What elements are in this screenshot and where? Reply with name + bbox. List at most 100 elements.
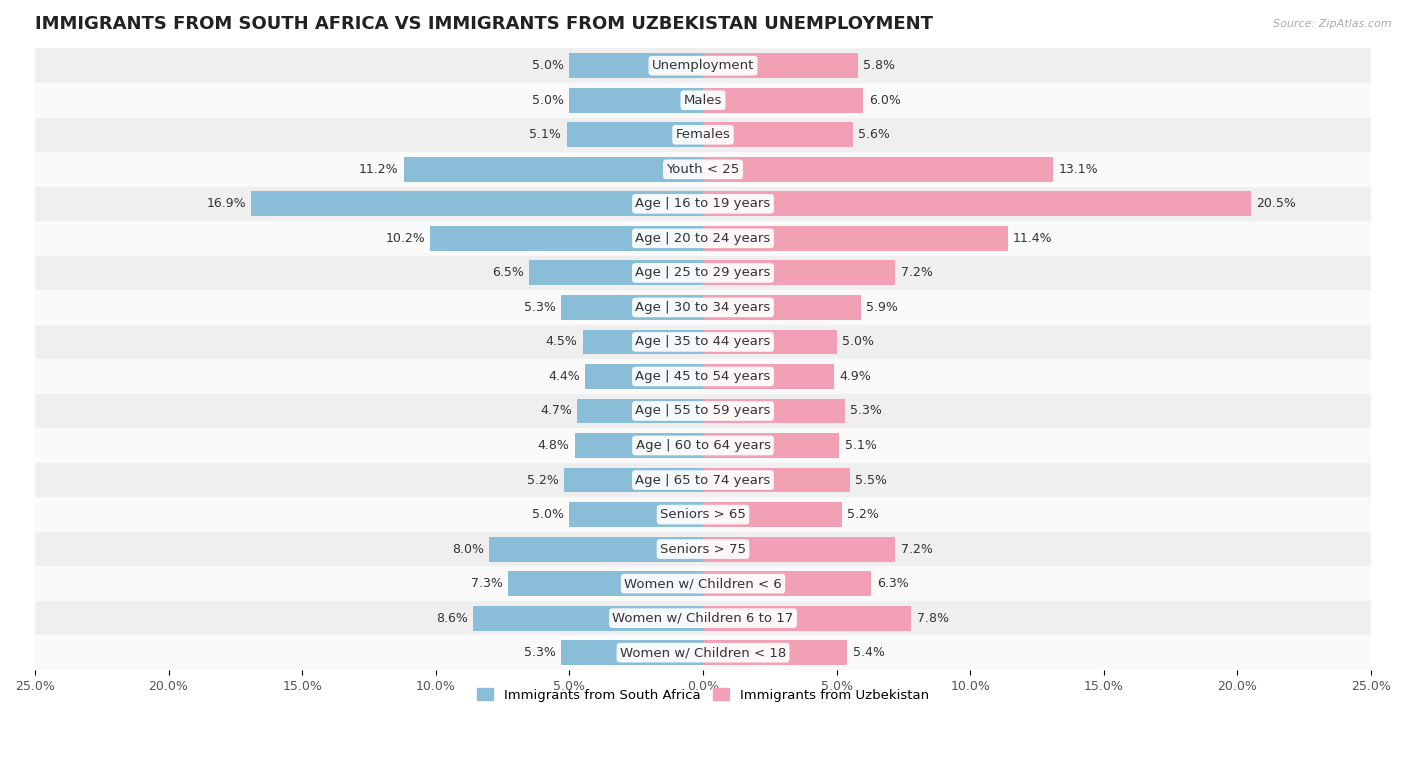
Bar — [703, 398, 845, 423]
Text: 20.5%: 20.5% — [1256, 198, 1296, 210]
Text: 4.5%: 4.5% — [546, 335, 578, 348]
Text: 4.7%: 4.7% — [540, 404, 572, 418]
Bar — [35, 48, 1371, 83]
Bar — [569, 88, 703, 113]
Bar — [35, 635, 1371, 670]
Bar — [35, 325, 1371, 359]
Bar — [252, 192, 703, 217]
Text: Women w/ Children < 18: Women w/ Children < 18 — [620, 646, 786, 659]
Bar — [703, 433, 839, 458]
Bar — [529, 260, 703, 285]
Text: 11.2%: 11.2% — [359, 163, 398, 176]
Text: Age | 25 to 29 years: Age | 25 to 29 years — [636, 266, 770, 279]
Text: Age | 60 to 64 years: Age | 60 to 64 years — [636, 439, 770, 452]
Bar — [703, 468, 851, 493]
Text: 5.5%: 5.5% — [855, 474, 887, 487]
Bar — [35, 290, 1371, 325]
Text: 5.8%: 5.8% — [863, 59, 896, 72]
Text: 7.2%: 7.2% — [901, 266, 932, 279]
Text: Age | 65 to 74 years: Age | 65 to 74 years — [636, 474, 770, 487]
Bar — [564, 468, 703, 493]
Bar — [489, 537, 703, 562]
Text: 7.2%: 7.2% — [901, 543, 932, 556]
Bar — [561, 640, 703, 665]
Text: Age | 55 to 59 years: Age | 55 to 59 years — [636, 404, 770, 418]
Bar — [430, 226, 703, 251]
Bar — [35, 152, 1371, 186]
Bar — [508, 572, 703, 596]
Text: 8.0%: 8.0% — [451, 543, 484, 556]
Bar — [703, 572, 872, 596]
Text: Age | 45 to 54 years: Age | 45 to 54 years — [636, 370, 770, 383]
Bar — [35, 601, 1371, 635]
Bar — [567, 123, 703, 147]
Text: 5.4%: 5.4% — [852, 646, 884, 659]
Text: 13.1%: 13.1% — [1059, 163, 1098, 176]
Text: 4.4%: 4.4% — [548, 370, 581, 383]
Bar — [703, 502, 842, 527]
Bar — [35, 394, 1371, 428]
Bar — [35, 566, 1371, 601]
Text: Age | 35 to 44 years: Age | 35 to 44 years — [636, 335, 770, 348]
Text: 6.3%: 6.3% — [877, 577, 908, 590]
Text: 11.4%: 11.4% — [1012, 232, 1053, 245]
Text: Youth < 25: Youth < 25 — [666, 163, 740, 176]
Bar — [35, 463, 1371, 497]
Text: 5.0%: 5.0% — [531, 508, 564, 521]
Text: 5.3%: 5.3% — [851, 404, 882, 418]
Text: Age | 30 to 34 years: Age | 30 to 34 years — [636, 301, 770, 314]
Bar — [703, 123, 852, 147]
Bar — [585, 364, 703, 389]
Bar — [703, 537, 896, 562]
Text: 5.0%: 5.0% — [531, 59, 564, 72]
Text: Source: ZipAtlas.com: Source: ZipAtlas.com — [1274, 19, 1392, 29]
Bar — [561, 295, 703, 320]
Text: 5.3%: 5.3% — [524, 301, 555, 314]
Bar — [703, 640, 848, 665]
Bar — [703, 606, 911, 631]
Bar — [703, 226, 1008, 251]
Text: IMMIGRANTS FROM SOUTH AFRICA VS IMMIGRANTS FROM UZBEKISTAN UNEMPLOYMENT: IMMIGRANTS FROM SOUTH AFRICA VS IMMIGRAN… — [35, 15, 934, 33]
Bar — [404, 157, 703, 182]
Bar — [703, 192, 1251, 217]
Text: Age | 16 to 19 years: Age | 16 to 19 years — [636, 198, 770, 210]
Text: Females: Females — [675, 128, 731, 142]
Text: 5.2%: 5.2% — [527, 474, 558, 487]
Bar — [35, 359, 1371, 394]
Text: Seniors > 75: Seniors > 75 — [659, 543, 747, 556]
Bar — [703, 329, 837, 354]
Text: Women w/ Children < 6: Women w/ Children < 6 — [624, 577, 782, 590]
Bar — [35, 532, 1371, 566]
Bar — [575, 433, 703, 458]
Text: 5.2%: 5.2% — [848, 508, 879, 521]
Text: 6.5%: 6.5% — [492, 266, 524, 279]
Bar — [569, 53, 703, 78]
Text: 5.0%: 5.0% — [531, 94, 564, 107]
Bar — [703, 88, 863, 113]
Bar — [703, 364, 834, 389]
Bar — [569, 502, 703, 527]
Bar — [35, 186, 1371, 221]
Bar — [582, 329, 703, 354]
Text: Women w/ Children 6 to 17: Women w/ Children 6 to 17 — [613, 612, 793, 625]
Legend: Immigrants from South Africa, Immigrants from Uzbekistan: Immigrants from South Africa, Immigrants… — [472, 683, 934, 707]
Bar — [474, 606, 703, 631]
Bar — [703, 260, 896, 285]
Text: 5.9%: 5.9% — [866, 301, 898, 314]
Text: Males: Males — [683, 94, 723, 107]
Text: 5.1%: 5.1% — [530, 128, 561, 142]
Bar — [35, 497, 1371, 532]
Text: 16.9%: 16.9% — [207, 198, 246, 210]
Bar — [703, 295, 860, 320]
Text: 5.1%: 5.1% — [845, 439, 876, 452]
Text: 6.0%: 6.0% — [869, 94, 901, 107]
Bar — [703, 157, 1053, 182]
Text: 5.0%: 5.0% — [842, 335, 875, 348]
Text: Unemployment: Unemployment — [652, 59, 754, 72]
Text: Seniors > 65: Seniors > 65 — [659, 508, 747, 521]
Text: 10.2%: 10.2% — [385, 232, 425, 245]
Bar — [578, 398, 703, 423]
Text: Age | 20 to 24 years: Age | 20 to 24 years — [636, 232, 770, 245]
Text: 4.9%: 4.9% — [839, 370, 872, 383]
Text: 7.8%: 7.8% — [917, 612, 949, 625]
